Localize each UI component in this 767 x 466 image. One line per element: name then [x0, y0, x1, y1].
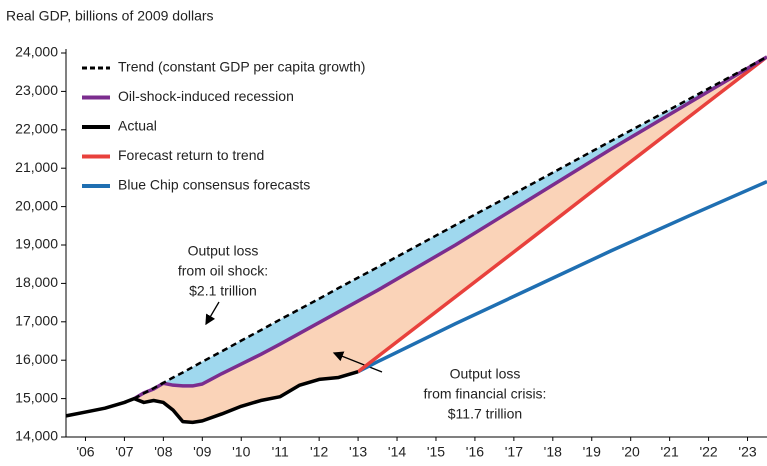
x-tick-label: '15	[427, 444, 445, 460]
chart-title: Real GDP, billions of 2009 dollars	[6, 8, 214, 24]
x-tick-label: '21	[661, 444, 679, 460]
x-tick-label: '16	[466, 444, 484, 460]
legend-label: Blue Chip consensus forecasts	[118, 177, 310, 193]
series-line	[357, 180, 767, 374]
annotation: $2.1 trillion	[189, 283, 257, 299]
annotation-arrow	[205, 301, 220, 326]
x-tick-label: '23	[738, 444, 756, 460]
x-tick-label: '11	[272, 444, 289, 460]
x-tick-label: '18	[544, 444, 562, 460]
x-tick-label: '12	[310, 444, 328, 460]
legend-label: Actual	[118, 118, 157, 134]
oil-shock-loss-area	[134, 56, 767, 399]
annotation: $11.7 trillion	[448, 406, 522, 422]
x-tick-label: '14	[388, 444, 406, 460]
series-line	[65, 370, 359, 425]
x-tick-label: '22	[699, 444, 717, 460]
y-tick-label: 23,000	[15, 82, 58, 98]
x-tick-label: '19	[583, 444, 601, 460]
y-tick-label: 24,000	[15, 44, 58, 60]
annotation: Output loss	[450, 366, 521, 382]
annotation: from oil shock:	[178, 263, 268, 279]
y-tick-label: 16,000	[15, 351, 58, 367]
series-line	[133, 55, 767, 401]
y-tick-label: 14,000	[15, 428, 58, 444]
series-line	[357, 55, 767, 374]
x-tick-label: '06	[76, 444, 94, 460]
y-tick-label: 15,000	[15, 389, 58, 405]
y-tick-label: 19,000	[15, 236, 58, 252]
y-tick-label: 22,000	[15, 121, 58, 137]
y-tick-label: 18,000	[15, 274, 58, 290]
x-tick-label: '08	[154, 444, 172, 460]
y-tick-label: 21,000	[15, 159, 58, 175]
y-tick-label: 17,000	[15, 313, 58, 329]
annotation: from financial crisis:	[424, 386, 547, 402]
x-tick-label: '09	[193, 444, 211, 460]
x-tick-label: '10	[232, 444, 250, 460]
x-tick-label: '07	[115, 444, 133, 460]
series-line	[133, 55, 767, 400]
x-tick-label: '20	[622, 444, 640, 460]
x-tick-label: '17	[505, 444, 523, 460]
legend-label: Forecast return to trend	[118, 147, 264, 163]
x-tick-label: '13	[349, 444, 367, 460]
annotation-arrow	[332, 351, 383, 373]
annotation: Output loss	[188, 243, 259, 259]
legend-label: Trend (constant GDP per capita growth)	[118, 59, 365, 75]
legend-label: Oil-shock-induced recession	[118, 88, 294, 104]
y-tick-label: 20,000	[15, 197, 58, 213]
